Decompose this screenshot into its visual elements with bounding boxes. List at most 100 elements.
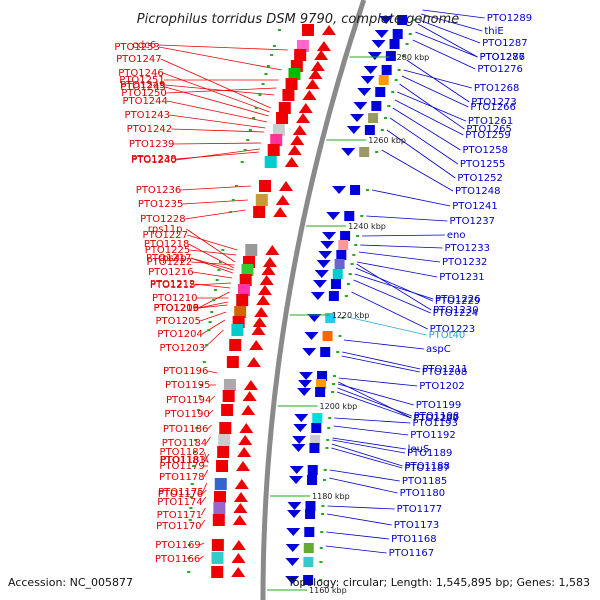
left-gene-label: PTO1215 — [150, 280, 195, 291]
left-gene-label: PTO1253 — [114, 42, 159, 53]
forward-gene-0 — [277, 24, 336, 36]
forward-gene-4 — [264, 68, 323, 80]
left-gene-label: PTO1170 — [156, 521, 201, 532]
left-gene-label: PTO1251 — [119, 75, 164, 86]
gene-labels: PTO1253cdc6PTO1247PTO1246PTO1249PTO1245P… — [114, 13, 532, 565]
scale-tick-label: 1240 kbp — [348, 222, 386, 231]
right-gene-label: PTO1237 — [449, 216, 494, 227]
forward-gene-28 — [198, 390, 257, 402]
left-gene-label: PTO1235 — [138, 199, 183, 210]
right-gene-label: PTO1255 — [460, 159, 505, 170]
left-gene-label: PTO1218 — [144, 239, 189, 250]
reverse-gene-6 — [357, 87, 395, 97]
forward-gene-39 — [187, 552, 246, 564]
left-gene-label: PTO1209 — [154, 303, 199, 314]
reverse-gene-26 — [294, 413, 332, 423]
reverse-gene-10 — [341, 147, 379, 157]
right-gene-label: PTO1198 — [414, 411, 459, 422]
right-gene-label: PTO1223 — [430, 324, 475, 335]
forward-gene-10 — [246, 134, 305, 146]
reverse-gene-29 — [291, 443, 329, 453]
right-gene-label: PTO1268 — [474, 83, 519, 94]
left-gene-label: PTO1222 — [147, 257, 192, 268]
forward-gene-37 — [188, 514, 247, 526]
scale-tick-label: 1260 kbp — [368, 136, 406, 145]
left-gene-label: PTO1184 — [162, 438, 207, 449]
right-gene-label: thiE — [484, 26, 503, 37]
right-gene-label: PTO1185 — [402, 476, 447, 487]
left-gene-label: PTO1174 — [157, 497, 202, 508]
reverse-gene-27 — [293, 423, 331, 433]
left-gene-label: PTO1183 — [160, 455, 205, 466]
left-gene-label: PTO1204 — [157, 329, 202, 340]
accession-text: Accession: NC_005877 — [8, 576, 133, 589]
right-gene-label: PTO1241 — [452, 201, 497, 212]
reverse-gene-1 — [374, 29, 412, 39]
reverse-gene-2 — [371, 39, 409, 49]
left-gene-label: PTO1166 — [155, 554, 200, 565]
right-gene-label: PTO1187 — [404, 463, 449, 474]
right-gene-label: PTO1252 — [457, 173, 502, 184]
right-gene-label: PTO1277 — [480, 52, 525, 63]
reverse-strand-track — [285, 15, 417, 585]
forward-gene-21 — [212, 294, 271, 306]
left-gene-label: rps4p — [158, 253, 186, 264]
right-gene-label: PTO1230 — [433, 305, 478, 316]
right-gene-label: PTO1266 — [470, 102, 515, 113]
left-gene-label: PTO1205 — [155, 316, 200, 327]
left-gene-label: PTO1175 — [158, 487, 203, 498]
forward-gene-16 — [221, 244, 280, 256]
forward-gene-5 — [261, 78, 320, 90]
reverse-gene-8 — [350, 113, 388, 123]
reverse-gene-25 — [297, 387, 335, 397]
forward-gene-30 — [195, 422, 254, 434]
right-gene-label: eno — [447, 230, 466, 241]
left-gene-label: PTO1194 — [166, 395, 211, 406]
left-gene-label: cdc6 — [132, 40, 156, 51]
reverse-gene-19 — [310, 291, 348, 301]
right-gene-label: PTO1202 — [419, 381, 464, 392]
left-gene-label: PTO1190 — [164, 409, 209, 420]
reverse-gene-0 — [379, 15, 417, 25]
right-gene-label: PTO1200 — [413, 413, 458, 424]
left-gene-label: PTO1242 — [127, 124, 172, 135]
right-gene-label: PTO1197 — [413, 413, 458, 424]
right-gene-label: PTO1229 — [435, 296, 480, 307]
left-gene-label: PTO1245 — [120, 82, 165, 93]
forward-strand-track — [187, 24, 336, 578]
right-gene-label: PTO1259 — [465, 130, 510, 141]
left-gene-label: PTO1179 — [159, 461, 204, 472]
reverse-gene-34 — [286, 527, 324, 537]
left-gene-label: PTO1210 — [152, 293, 197, 304]
reverse-gene-17 — [314, 269, 352, 279]
reverse-gene-30 — [289, 465, 327, 475]
left-gene-label: PTO1228 — [140, 214, 185, 225]
forward-gene-36 — [189, 502, 248, 514]
left-gene-label: PTO1249 — [120, 80, 165, 91]
right-gene-label: PTO1167 — [389, 548, 434, 559]
right-gene-label: PTO1261 — [468, 116, 513, 127]
forward-gene-2 — [270, 49, 329, 61]
reverse-gene-5 — [360, 75, 398, 85]
right-gene-label: PTO1232 — [442, 257, 487, 268]
right-gene-label: PTO1180 — [400, 488, 445, 499]
forward-gene-24 — [207, 324, 266, 336]
left-gene-label: PTO1186 — [163, 424, 208, 435]
forward-gene-26 — [202, 356, 261, 368]
reverse-gene-4 — [363, 65, 401, 75]
left-gene-label: PTO1195 — [165, 380, 210, 391]
right-gene-label: PTO1208 — [422, 367, 467, 378]
reverse-gene-11 — [332, 185, 370, 195]
forward-gene-7 — [254, 102, 313, 114]
right-gene-label: PTO1265 — [466, 124, 511, 135]
reverse-gene-24 — [298, 379, 336, 389]
left-gene-label: PTO1176 — [158, 489, 203, 500]
reverse-gene-32 — [287, 501, 325, 511]
reverse-gene-18 — [312, 279, 350, 289]
scale-tick-label: 1180 kbp — [312, 492, 350, 501]
reverse-gene-22 — [302, 347, 340, 357]
reverse-gene-21 — [304, 331, 342, 341]
forward-gene-8 — [252, 112, 311, 124]
forward-gene-15 — [229, 206, 288, 218]
right-gene-label: aspC — [426, 344, 451, 355]
